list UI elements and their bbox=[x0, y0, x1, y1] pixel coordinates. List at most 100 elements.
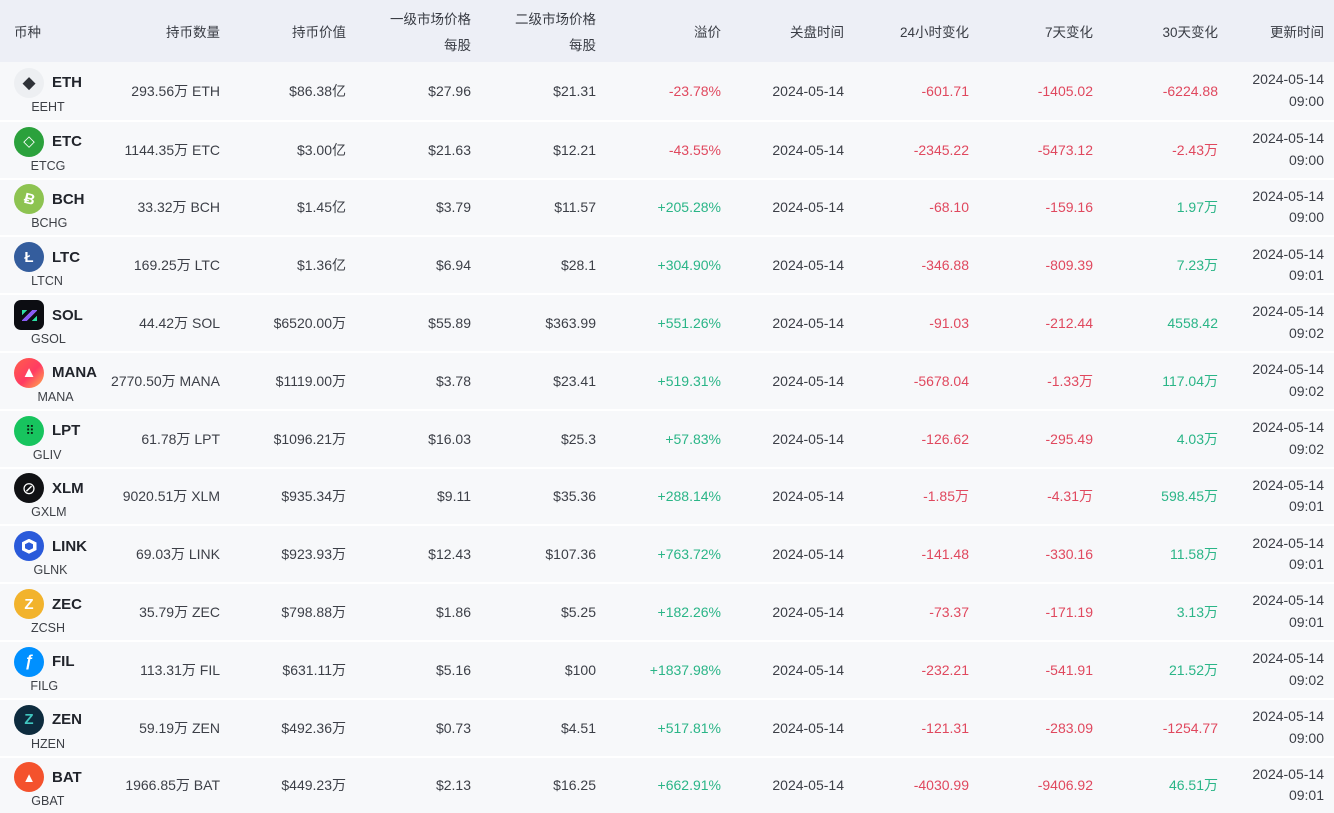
col-header-secondary-price-label: 二级市场价格 bbox=[515, 12, 596, 27]
table-row[interactable]: ⠿ LPT GLIV 61.78万 LPT $1096.21万 $16.03 $… bbox=[0, 408, 1334, 467]
primary-market-price: $3.78 bbox=[435, 372, 471, 389]
change-24h: -4030.99 bbox=[913, 777, 969, 794]
col-header-value: 持币价值 bbox=[292, 25, 346, 40]
close-time: 2024-05-14 bbox=[772, 546, 844, 563]
premium-value: +304.90% bbox=[657, 257, 721, 274]
holding-amount: 2770.50万 MANA bbox=[111, 372, 220, 389]
coin-symbol: LPT bbox=[52, 422, 81, 440]
primary-market-price: $27.96 bbox=[428, 82, 471, 99]
update-date: 2024-05-14 bbox=[1252, 765, 1324, 782]
change-30d: 7.23万 bbox=[1176, 257, 1218, 274]
table-row[interactable]: Z ZEC ZCSH 35.79万 ZEC $798.88万 $1.86 $5.… bbox=[0, 582, 1334, 640]
table-body: ◆ ETH EEHT 293.56万 ETH $86.38亿 $27.96 $2… bbox=[0, 62, 1334, 813]
close-time: 2024-05-14 bbox=[772, 372, 844, 389]
secondary-market-price: $107.36 bbox=[545, 546, 596, 563]
table-row[interactable]: ⬡ LINK GLNK 69.03万 LINK $923.93万 $12.43 … bbox=[0, 524, 1334, 583]
ltc-icon: Ł bbox=[14, 242, 44, 273]
primary-market-price: $9.11 bbox=[437, 488, 471, 505]
table-row[interactable]: Z ZEN HZEN 59.19万 ZEN $492.36万 $0.73 $4.… bbox=[0, 697, 1334, 756]
secondary-market-price: $16.25 bbox=[553, 777, 596, 794]
coin-ticker: GLIV bbox=[32, 447, 62, 462]
fil-icon: ƒ bbox=[14, 646, 44, 677]
premium-value: +519.31% bbox=[657, 372, 721, 389]
holding-value: $6520.00万 bbox=[273, 315, 346, 332]
change-7d: -171.19 bbox=[1045, 604, 1093, 621]
update-date: 2024-05-14 bbox=[1252, 361, 1324, 378]
change-24h: -232.21 bbox=[921, 661, 969, 678]
change-24h: -68.10 bbox=[929, 199, 969, 216]
coin-ticker: ETCG bbox=[30, 158, 66, 173]
update-time: 2024-05-14 09:00 bbox=[1218, 186, 1324, 229]
update-date: 2024-05-14 bbox=[1252, 534, 1324, 551]
table-row[interactable]: ◇ ETC ETCG 1144.35万 ETC $3.00亿 $21.63 $1… bbox=[0, 119, 1334, 178]
premium-value: +205.28% bbox=[657, 199, 721, 216]
change-30d: 598.45万 bbox=[1161, 488, 1218, 505]
change-24h: -121.31 bbox=[921, 719, 969, 736]
col-header-amount: 持币数量 bbox=[166, 25, 220, 40]
change-7d: -283.09 bbox=[1045, 719, 1093, 736]
coin-ticker: GLNK bbox=[33, 563, 68, 578]
close-time: 2024-05-14 bbox=[772, 488, 844, 505]
coin-icon-glyph: Z bbox=[24, 595, 34, 613]
coin-icon-glyph: Ł bbox=[24, 248, 34, 266]
coin-cell: ⠿ LPT GLIV bbox=[14, 415, 110, 462]
change-7d: -1405.02 bbox=[1037, 82, 1093, 99]
change-30d: 11.58万 bbox=[1170, 546, 1218, 563]
holding-amount: 61.78万 LPT bbox=[141, 430, 220, 447]
col-header-7d-change: 7天变化 bbox=[1044, 25, 1093, 40]
table-row[interactable]: ≣ SOL GSOL 44.42万 SOL $6520.00万 $55.89 $… bbox=[0, 293, 1334, 351]
coin-icon-glyph: ƒ bbox=[24, 652, 34, 670]
change-7d: -159.16 bbox=[1045, 199, 1093, 216]
table-row[interactable]: ▲ BAT GBAT 1966.85万 BAT $449.23万 $2.13 $… bbox=[0, 755, 1334, 813]
coin-icon-glyph: Ƀ bbox=[21, 189, 37, 210]
change-30d: 46.51万 bbox=[1168, 777, 1218, 794]
premium-value: +1837.98% bbox=[649, 661, 721, 678]
change-30d: -2.43万 bbox=[1172, 141, 1218, 158]
update-clock: 09:02 bbox=[1288, 325, 1324, 342]
update-time: 2024-05-14 09:02 bbox=[1218, 648, 1324, 691]
holding-value: $3.00亿 bbox=[296, 141, 346, 158]
holding-amount: 35.79万 ZEC bbox=[139, 604, 220, 621]
coin-symbol: ETH bbox=[52, 74, 82, 92]
coin-symbol: ZEC bbox=[52, 595, 82, 613]
table-row[interactable]: ▲ MANA MANA 2770.50万 MANA $1119.00万 $3.7… bbox=[0, 350, 1334, 409]
coin-cell: ◇ ETC ETCG bbox=[14, 126, 110, 173]
premium-value: -23.78% bbox=[668, 82, 721, 99]
coin-symbol: LINK bbox=[52, 537, 87, 555]
change-30d: 117.04万 bbox=[1162, 372, 1218, 389]
coin-ticker: GXLM bbox=[31, 505, 67, 520]
secondary-market-price: $23.41 bbox=[553, 372, 596, 389]
holding-value: $449.23万 bbox=[281, 777, 346, 794]
coin-symbol: ZEN bbox=[52, 711, 82, 729]
coin-ticker: GBAT bbox=[31, 794, 65, 809]
update-date: 2024-05-14 bbox=[1252, 130, 1324, 146]
change-30d: 4.03万 bbox=[1176, 430, 1218, 447]
update-time: 2024-05-14 09:00 bbox=[1218, 69, 1324, 112]
coin-icon-glyph: ▲ bbox=[21, 364, 37, 382]
holding-value: $1.45亿 bbox=[296, 199, 346, 216]
coin-symbol: XLM bbox=[52, 479, 84, 497]
table-row[interactable]: Ƀ BCH BCHG 33.32万 BCH $1.45亿 $3.79 $11.5… bbox=[0, 177, 1334, 236]
change-24h: -73.37 bbox=[929, 604, 969, 621]
change-24h: -1.85万 bbox=[923, 488, 969, 505]
table-row[interactable]: Ł LTC LTCN 169.25万 LTC $1.36亿 $6.94 $28.… bbox=[0, 235, 1334, 294]
coin-cell: ▲ BAT GBAT bbox=[14, 762, 110, 808]
close-time: 2024-05-14 bbox=[772, 82, 844, 99]
update-time: 2024-05-14 09:01 bbox=[1218, 244, 1324, 287]
table-row[interactable]: ◆ ETH EEHT 293.56万 ETH $86.38亿 $27.96 $2… bbox=[0, 62, 1334, 120]
update-date: 2024-05-14 bbox=[1252, 245, 1324, 262]
col-header-24h-change: 24小时变化 bbox=[899, 25, 969, 40]
table-row[interactable]: ⊘ XLM GXLM 9020.51万 XLM $935.34万 $9.11 $… bbox=[0, 466, 1334, 525]
primary-market-price: $5.16 bbox=[435, 661, 471, 678]
table-header: 币种 持币数量 持币价值 一级市场价格 每股 二级市场价格 每股 溢价 关盘时间… bbox=[0, 0, 1334, 62]
coin-cell: ⬡ LINK GLNK bbox=[14, 531, 110, 577]
change-7d: -541.91 bbox=[1045, 661, 1093, 678]
coin-cell: Ł LTC LTCN bbox=[14, 242, 110, 288]
update-clock: 09:01 bbox=[1288, 498, 1324, 515]
update-date: 2024-05-14 bbox=[1252, 303, 1324, 320]
table-row[interactable]: ƒ FIL FILG 113.31万 FIL $631.11万 $5.16 $1… bbox=[0, 639, 1334, 698]
secondary-market-price: $11.57 bbox=[554, 199, 596, 216]
change-30d: 1.97万 bbox=[1176, 199, 1218, 216]
update-time: 2024-05-14 09:00 bbox=[1218, 128, 1324, 171]
coin-cell: ƒ FIL FILG bbox=[14, 646, 110, 693]
